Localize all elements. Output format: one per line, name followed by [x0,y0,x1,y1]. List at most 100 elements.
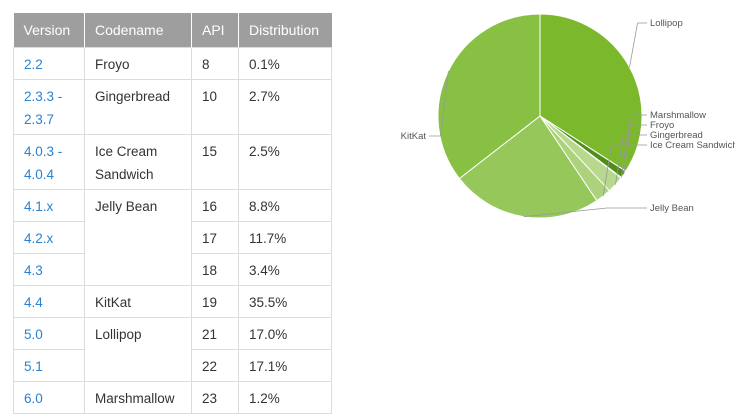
table-row: 4.2.x 17 11.7% [13,221,332,254]
version-link[interactable]: 4.1.x [13,189,85,222]
version-text[interactable]: 4.2.x [24,231,54,246]
leader-line-froyo [620,124,647,178]
api-text: 23 [202,391,218,406]
codename-text: Jelly Bean [95,199,158,214]
api-cell: 16 [191,189,239,222]
version-link[interactable]: 4.0.3 - 4.0.4 [13,134,85,190]
distribution-table-container: Version Codename API Distribution 2.2 Fr… [13,13,332,414]
codename-text: Lollipop [95,327,142,342]
api-text: 22 [202,359,218,374]
api-cell: 15 [191,134,239,190]
api-text: 19 [202,295,218,310]
table-row: 5.0 Lollipop 21 17.0% [13,317,332,382]
leader-line-ice-cream-sandwich [602,144,647,197]
pie-label-jelly-bean: Jelly Bean [650,203,694,214]
distribution-table: Version Codename API Distribution 2.2 Fr… [13,13,332,414]
codename-text: KitKat [95,295,132,310]
codename-cell: Gingerbread [84,79,192,135]
codename-cell: Jelly Bean [84,189,192,286]
version-text[interactable]: 5.0 [24,327,43,342]
api-cell: 21 [191,317,239,350]
distribution-cell: 1.2% [238,381,332,414]
version-text[interactable]: 5.1 [24,359,43,374]
api-text: 8 [202,57,210,72]
version-text[interactable]: 2.3.3 - 2.3.7 [24,89,63,127]
table-row: 6.0 Marshmallow 23 1.2% [13,381,332,414]
distribution-cell: 2.7% [238,79,332,135]
version-text[interactable]: 2.2 [24,57,43,72]
leader-line-marshmallow [623,114,647,175]
version-text[interactable]: 4.3 [24,263,43,278]
api-text: 10 [202,89,218,104]
pie-label-kitkat: KitKat [401,131,427,142]
pie-label-lollipop: Lollipop [650,18,683,29]
pie-label-ice-cream-sandwich: Ice Cream Sandwich [650,140,735,151]
version-text[interactable]: 4.1.x [24,199,54,214]
pie-label-froyo: Froyo [650,120,674,131]
distribution-cell: 35.5% [238,285,332,318]
api-cell: 17 [191,221,239,254]
version-link[interactable]: 6.0 [13,381,85,414]
distribution-cell: 17.0% [238,317,332,350]
version-link[interactable]: 4.2.x [13,221,85,254]
table-row: 4.0.3 - 4.0.4 Ice Cream Sandwich 15 2.5% [13,134,332,190]
version-link[interactable]: 5.1 [13,349,85,382]
codename-cell: KitKat [84,285,192,318]
distribution-cell: 11.7% [238,221,332,254]
version-link[interactable]: 4.4 [13,285,85,318]
distribution-cell: 17.1% [238,349,332,382]
api-cell: 19 [191,285,239,318]
distribution-text: 17.1% [249,359,288,374]
codename-cell: Froyo [84,47,192,80]
table-row: 4.1.x Jelly Bean 16 8.8% [13,189,332,286]
codename-cell: Lollipop [84,317,192,382]
distribution-text: 0.1% [249,57,280,72]
table-row: 4.3 18 3.4% [13,253,332,286]
api-cell: 23 [191,381,239,414]
table-row: 5.1 22 17.1% [13,349,332,382]
api-cell: 10 [191,79,239,135]
pie-label-gingerbread: Gingerbread [650,130,703,141]
api-cell: 18 [191,253,239,286]
header-api: API [191,13,239,48]
api-text: 18 [202,263,218,278]
distribution-text: 2.5% [249,144,280,159]
pie-chart-container: Lollipop Marshmallow Froyo Gingerbread Ice C… [380,0,735,250]
api-cell: 8 [191,47,239,80]
api-text: 16 [202,199,218,214]
distribution-text: 17.0% [249,327,288,342]
version-link[interactable]: 4.3 [13,253,85,286]
leader-line-kitkat [429,71,449,137]
distribution-text: 2.7% [249,89,280,104]
api-text: 17 [202,231,218,246]
header-version: Version [13,13,85,48]
distribution-text: 11.7% [249,231,287,246]
leader-line-jelly-bean [523,207,647,218]
distribution-text: 8.8% [249,199,280,214]
table-row: 2.3.3 - 2.3.7 Gingerbread 10 2.7% [13,79,332,135]
leader-line-lollipop [629,22,647,68]
distribution-cell: 3.4% [238,253,332,286]
version-text[interactable]: 4.0.3 - 4.0.4 [24,144,63,182]
version-link[interactable]: 2.3.3 - 2.3.7 [13,79,85,135]
table-header-row: Version Codename API Distribution [13,13,332,48]
codename-cell: Ice Cream Sandwich [84,134,192,190]
version-text[interactable]: 4.4 [24,295,43,310]
distribution-cell: 2.5% [238,134,332,190]
version-text[interactable]: 6.0 [24,391,43,406]
api-text: 15 [202,144,218,159]
codename-text: Gingerbread [95,89,171,104]
distribution-text: 35.5% [249,295,288,310]
codename-text: Ice Cream Sandwich [95,144,158,182]
version-link[interactable]: 5.0 [13,317,85,350]
header-distribution: Distribution [238,13,332,48]
distribution-text: 3.4% [249,263,280,278]
version-link[interactable]: 2.2 [13,47,85,80]
leader-line-gingerbread [615,134,647,185]
distribution-text: 1.2% [249,391,280,406]
distribution-cell: 0.1% [238,47,332,80]
codename-text: Froyo [95,57,130,72]
codename-text: Marshmallow [95,391,175,406]
table-row: 4.4 KitKat 19 35.5% [13,285,332,318]
